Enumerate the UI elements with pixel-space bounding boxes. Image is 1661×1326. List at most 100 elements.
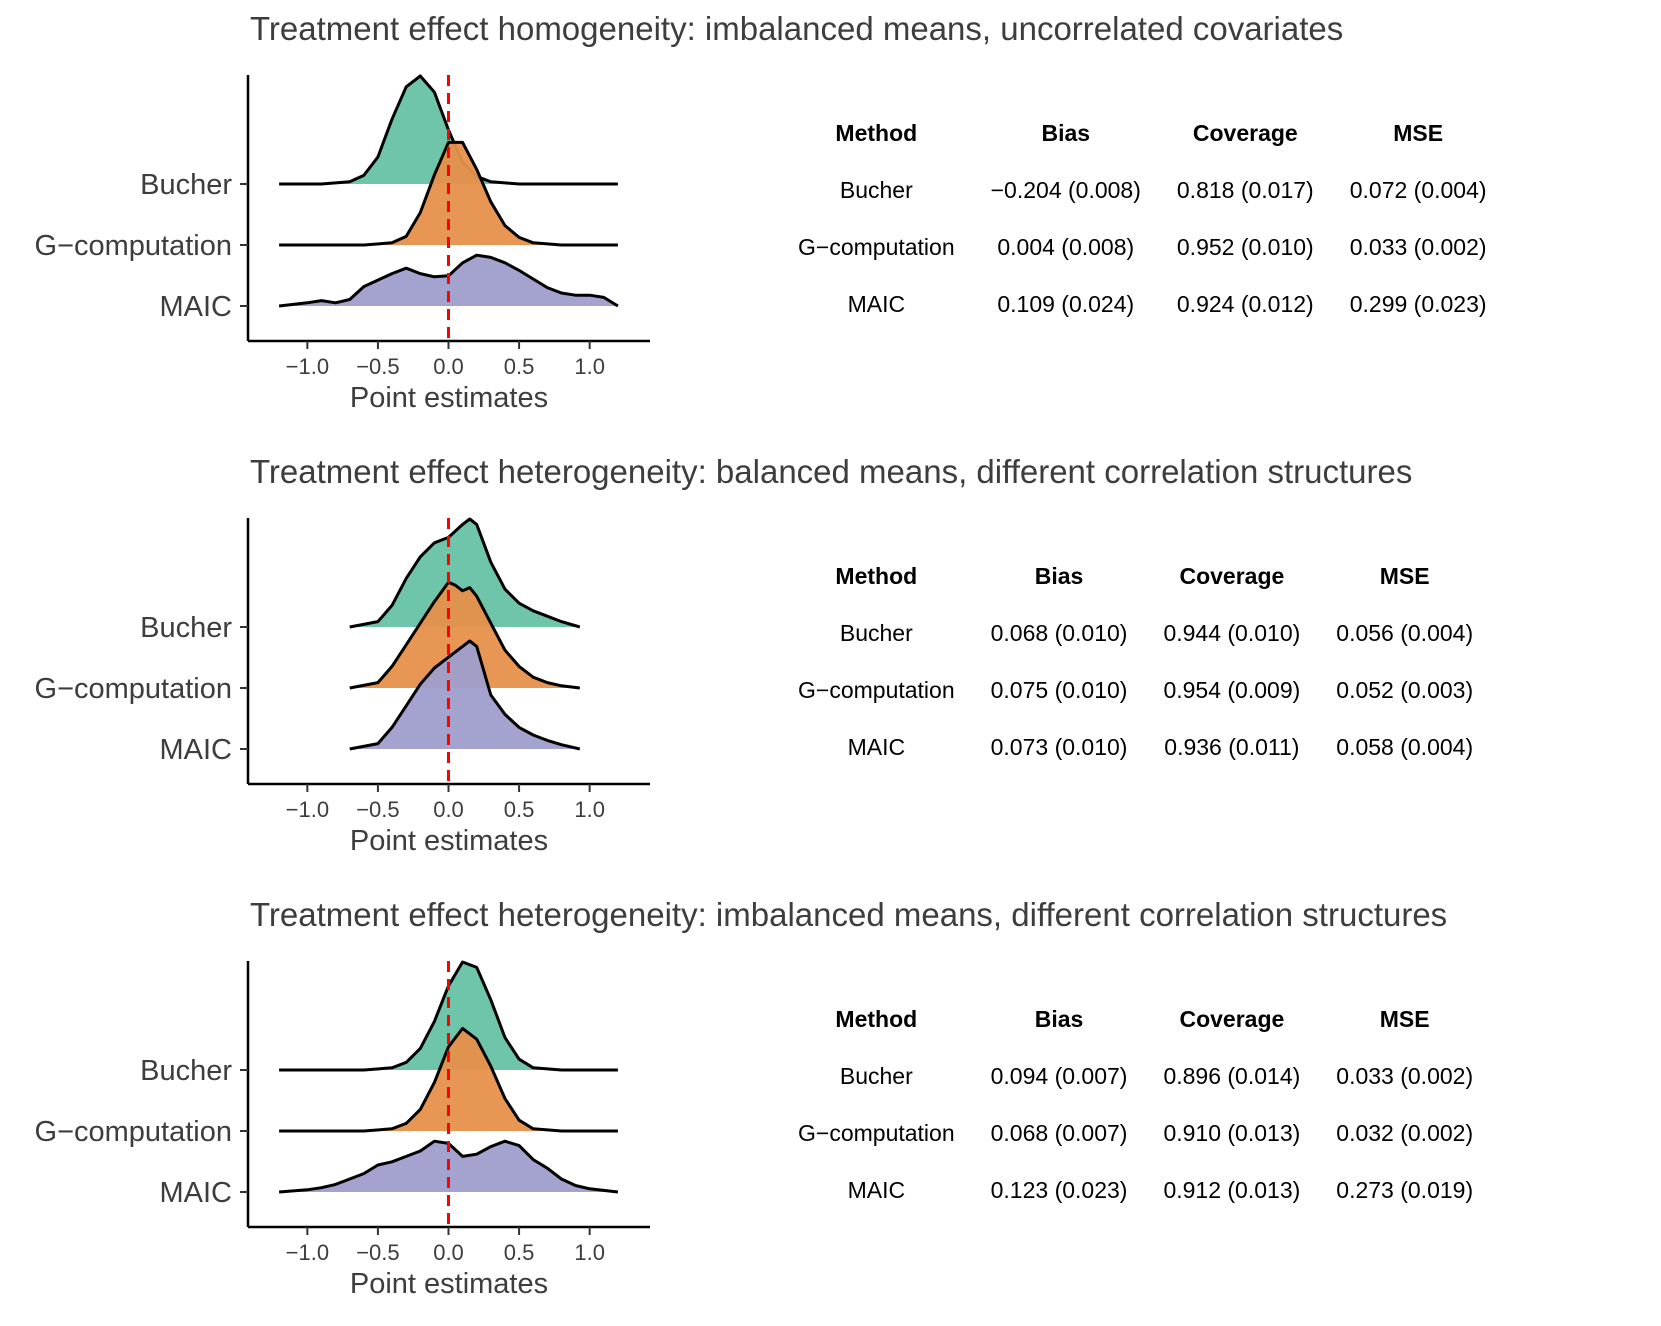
table-cell: 0.032 (0.002): [1336, 1120, 1474, 1146]
density-curve: [349, 639, 581, 751]
table-cell: Bucher: [839, 620, 913, 646]
column-header: Method: [835, 120, 918, 146]
y-tick-label: G−computation: [35, 230, 232, 262]
table-row: Bucher −0.204 (0.008) 0.818 (0.017) 0.07…: [780, 162, 1505, 219]
table-cell: 0.896 (0.014): [1163, 1063, 1301, 1089]
x-tick-label: 1.0: [574, 797, 605, 822]
ridgeline-plot: Bucher G−computation MAIC −1.0 −0.5 0.0 0.5 1.0…: [35, 960, 650, 1300]
table-cell: MAIC: [847, 734, 906, 760]
table-cell: 0.094 (0.007): [990, 1063, 1128, 1089]
column-header: Coverage: [1179, 563, 1285, 589]
table-cell: Bucher: [839, 177, 913, 203]
x-tick-label: −1.0: [286, 354, 329, 379]
column-header: Coverage: [1179, 1006, 1285, 1032]
stats-table: Method Bias Coverage MSE Bucher −0.204 (…: [780, 105, 1505, 333]
table-cell: MAIC: [847, 1177, 906, 1203]
table-row: Bucher 0.068 (0.010) 0.944 (0.010) 0.056…: [780, 605, 1491, 662]
table-cell: 0.075 (0.010): [990, 677, 1128, 703]
table-cell: 0.924 (0.012): [1176, 291, 1314, 317]
table-cell: G−computation: [798, 677, 955, 703]
table-cell: 0.004 (0.008): [997, 234, 1135, 260]
table-cell: G−computation: [798, 234, 955, 260]
ridgeline-plot: Bucher G−computation MAIC −1.0 −0.5 0.0 0.5 1.0…: [35, 74, 650, 414]
table-row: MAIC 0.073 (0.010) 0.936 (0.011) 0.058 (…: [780, 719, 1491, 776]
table-cell: 0.056 (0.004): [1336, 620, 1474, 646]
y-tick-label: G−computation: [35, 673, 232, 705]
table-cell: 0.058 (0.004): [1336, 734, 1474, 760]
panel-1: Treatment effect homogeneity: imbalanced…: [0, 0, 1661, 440]
table-cell: −0.204 (0.008): [990, 177, 1141, 203]
column-header: Method: [835, 1006, 918, 1032]
column-header: Bias: [1034, 563, 1084, 589]
x-tick-label: −1.0: [286, 797, 329, 822]
table-row: G−computation 0.068 (0.007) 0.910 (0.013…: [780, 1105, 1491, 1162]
density-curve: [279, 960, 618, 1072]
column-header: Bias: [1041, 120, 1091, 146]
panel-title: Treatment effect homogeneity: imbalanced…: [250, 10, 1344, 47]
x-tick-label: 0.0: [433, 354, 464, 379]
table-row: Bucher 0.094 (0.007) 0.896 (0.014) 0.033…: [780, 1048, 1491, 1105]
column-header: MSE: [1393, 120, 1444, 146]
table-header-row: Method Bias Coverage MSE: [780, 105, 1505, 162]
panel-title: Treatment effect heterogeneity: balanced…: [250, 453, 1413, 490]
x-tick-label: −0.5: [356, 354, 399, 379]
column-header: MSE: [1379, 1006, 1430, 1032]
x-tick-label: −0.5: [356, 797, 399, 822]
table-header-row: Method Bias Coverage MSE: [780, 991, 1491, 1048]
table-cell: 0.033 (0.002): [1336, 1063, 1474, 1089]
table-cell: 0.072 (0.004): [1349, 177, 1487, 203]
table-cell: 0.944 (0.010): [1163, 620, 1301, 646]
table-cell: 0.033 (0.002): [1349, 234, 1487, 260]
x-axis-title: Point estimates: [350, 825, 548, 857]
y-tick-label: Bucher: [140, 169, 232, 201]
y-tick-label: G−computation: [35, 1116, 232, 1148]
density-area: [349, 519, 580, 627]
density-curve: [279, 74, 618, 186]
table-row: G−computation 0.075 (0.010) 0.954 (0.009…: [780, 662, 1491, 719]
table-cell: 0.273 (0.019): [1336, 1177, 1474, 1203]
column-header: Bias: [1034, 1006, 1084, 1032]
density-curve: [349, 580, 580, 690]
panel-2: Treatment effect heterogeneity: balanced…: [0, 443, 1661, 883]
column-header: MSE: [1379, 563, 1430, 589]
x-tick-label: 1.0: [574, 1240, 605, 1265]
table-cell: Bucher: [839, 1063, 913, 1089]
table-cell: 0.912 (0.013): [1163, 1177, 1301, 1203]
y-tick-label: Bucher: [140, 1055, 232, 1087]
density-curve: [279, 140, 618, 247]
table-cell: 0.068 (0.010): [990, 620, 1128, 646]
y-tick-label: MAIC: [160, 734, 233, 766]
table-row: MAIC 0.123 (0.023) 0.912 (0.013) 0.273 (…: [780, 1162, 1491, 1219]
panel-title: Treatment effect heterogeneity: imbalanc…: [250, 896, 1448, 933]
column-header: Coverage: [1192, 120, 1298, 146]
table-cell: 0.068 (0.007): [990, 1120, 1128, 1146]
table-cell: 0.073 (0.010): [990, 734, 1128, 760]
density-curve: [278, 253, 619, 308]
table-header-row: Method Bias Coverage MSE: [780, 548, 1491, 605]
table-cell: 0.818 (0.017): [1176, 177, 1314, 203]
density-area: [349, 641, 580, 749]
table-cell: 0.109 (0.024): [997, 291, 1135, 317]
stats-table: Method Bias Coverage MSE Bucher 0.094 (0…: [780, 991, 1491, 1219]
ridgeline-plot: Bucher G−computation MAIC −1.0 −0.5 0.0 0.5 1.0…: [35, 517, 650, 857]
x-tick-label: −0.5: [356, 1240, 399, 1265]
x-tick-label: 1.0: [574, 354, 605, 379]
x-tick-label: 0.0: [433, 1240, 464, 1265]
table-cell: 0.299 (0.023): [1349, 291, 1487, 317]
table-cell: 0.952 (0.010): [1176, 234, 1314, 260]
y-tick-label: MAIC: [160, 1177, 233, 1209]
stats-table: Method Bias Coverage MSE Bucher 0.068 (0…: [780, 548, 1491, 776]
table-cell: 0.936 (0.011): [1164, 734, 1300, 760]
table-cell: 0.954 (0.009): [1163, 677, 1301, 703]
x-tick-label: 0.5: [504, 797, 535, 822]
panel-3: Treatment effect heterogeneity: imbalanc…: [0, 886, 1661, 1326]
table-cell: G−computation: [798, 1120, 955, 1146]
x-tick-label: −1.0: [286, 1240, 329, 1265]
density-curve: [349, 517, 581, 629]
table-cell: MAIC: [847, 291, 906, 317]
table-row: G−computation 0.004 (0.008) 0.952 (0.010…: [780, 219, 1505, 276]
x-axis-title: Point estimates: [350, 1268, 548, 1300]
x-tick-label: 0.5: [504, 354, 535, 379]
column-header: Method: [835, 563, 918, 589]
x-tick-label: 0.5: [504, 1240, 535, 1265]
